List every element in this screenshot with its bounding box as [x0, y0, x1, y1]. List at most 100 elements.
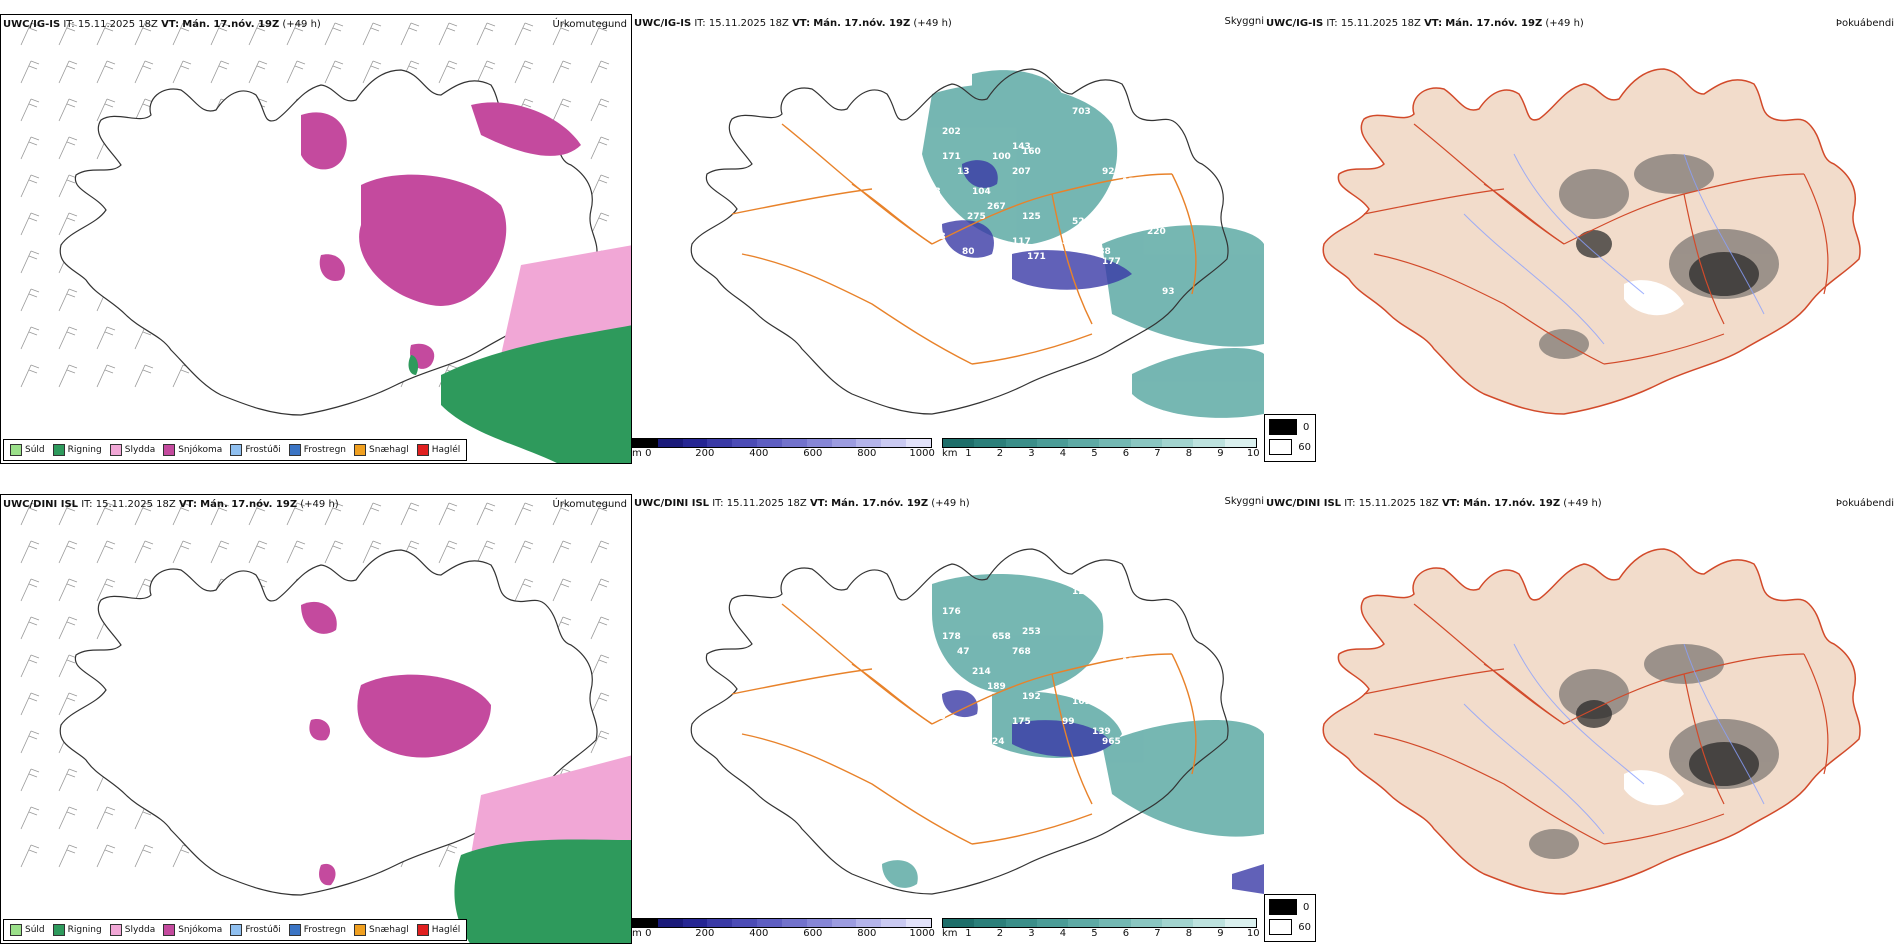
panel-type-label: Skyggni	[1224, 16, 1264, 27]
legend-item: Snæhagl	[354, 444, 409, 456]
colorbar-swatch	[682, 439, 708, 447]
panel-header: UWC/DINI ISL IT: 15.11.2025 18Z VT: Mán.…	[3, 499, 339, 510]
cloud-base-label: 178	[942, 632, 961, 642]
legend-item: Frostúði	[230, 924, 281, 936]
colorbar-tick-label: 400	[749, 928, 769, 939]
cloud-base-label: 192	[1022, 692, 1041, 702]
cloud-base-label: 139	[1092, 727, 1111, 737]
colorbar-swatch	[757, 919, 782, 927]
cloud-base-label: 658	[992, 632, 1011, 642]
cloud-base-colorbar: m 0 200 400 600 800 1000	[632, 438, 935, 464]
colorbar-tick-label: 600	[803, 928, 823, 939]
cloud-base-label: 267	[987, 202, 1006, 212]
cloud-panel-row1: UWC/IG-IS IT: 15.11.2025 18Z VT: Mán. 17…	[632, 14, 1264, 464]
colorbar-swatch	[633, 439, 658, 447]
fog-map	[1322, 68, 1861, 415]
colorbar-tick-label: 8	[1185, 448, 1193, 459]
colorbar-swatch	[1099, 919, 1131, 927]
cloud-base-label: 207	[1012, 167, 1031, 177]
fog-legend: 0 60	[1264, 894, 1316, 942]
colorbar-tick-label: 5	[1091, 928, 1098, 939]
cloud-base-label: 93	[1162, 287, 1175, 297]
legend-swatch	[354, 924, 367, 936]
legend-label: Frostúði	[245, 445, 281, 455]
legend-item: Slydda	[109, 444, 155, 456]
legend-item: Slydda	[109, 924, 155, 936]
colorbar-swatch	[943, 919, 975, 927]
colorbar-tick-label: 1000	[909, 448, 935, 459]
sleet-areas	[471, 755, 631, 855]
panel-type-label: Úrkomutegund	[552, 19, 627, 30]
fog-legend-label: 0	[1303, 901, 1310, 913]
legend-label: Haglél	[431, 925, 461, 935]
legend-label: Snjókoma	[178, 445, 223, 455]
visibility-colorbar: km 1 2 3 4 5 6 7 8 9 10	[942, 918, 1260, 944]
colorbar-swatch	[856, 919, 882, 927]
legend-item: Frostregn	[288, 924, 346, 936]
cloud-base-ticks: 0 200 400 600 800 1000	[632, 928, 935, 942]
legend-label: Frostregn	[303, 445, 347, 455]
fog-legend-label: 60	[1298, 441, 1311, 453]
colorbar-swatch	[1005, 439, 1037, 447]
legend-item: Snæhagl	[354, 924, 409, 936]
cloud-base-label: 171	[942, 152, 961, 162]
colorbar-tick-label: 1	[965, 928, 972, 939]
colorbar-swatch	[1036, 439, 1069, 447]
legend-item: Snjókoma	[163, 924, 222, 936]
colorbar-tick-label: 200	[695, 928, 715, 939]
colorbar-swatch	[1162, 439, 1194, 447]
legend-item: Súld	[10, 444, 45, 456]
legend-swatch	[230, 924, 243, 936]
visibility-colorbar: km 1 2 3 4 5 6 7 8 9 10	[942, 438, 1260, 464]
cloud-base-label: 13	[957, 167, 970, 177]
cloud-base-label: 93	[1102, 647, 1115, 657]
cloud-base-label: 189	[987, 682, 1006, 692]
fog-legend-item: 60	[1269, 439, 1311, 455]
cloud-base-label: 134	[962, 727, 981, 737]
legend-swatch	[288, 924, 301, 936]
colorbar-swatch	[1005, 919, 1037, 927]
colorbar-swatch	[906, 439, 931, 447]
legend-item: Súld	[10, 924, 45, 936]
fog-legend-item: 60	[1269, 919, 1311, 935]
sleet-areas	[501, 245, 631, 355]
cloud-base-colorbar: m 0 200 400 600 800 1000	[632, 918, 935, 944]
colorbar-swatch	[856, 439, 882, 447]
colorbar-swatch	[707, 439, 733, 447]
precip-map	[20, 502, 631, 943]
colorbar-tick-label: 0	[645, 928, 652, 939]
colorbar-swatch	[806, 919, 832, 927]
colorbar-tick-label: 200	[695, 448, 715, 459]
cloud-base-label: 100	[992, 152, 1011, 162]
colorbar-tick-label: 600	[803, 448, 823, 459]
colorbar-swatch	[881, 919, 907, 927]
rain-areas	[454, 839, 631, 943]
colorbar-swatch	[831, 919, 857, 927]
fog-panel-row2: UWC/DINI ISL IT: 15.11.2025 18Z VT: Mán.…	[1264, 494, 1900, 944]
colorbar-swatch	[732, 919, 758, 927]
cloud-base-bar	[632, 918, 932, 928]
colorbar-tick-label: 4	[1059, 928, 1067, 939]
cloud-base-label: 927	[1127, 197, 1146, 207]
cloud-base-label: 47	[957, 647, 970, 657]
cloud-base-label: 220	[1147, 227, 1166, 237]
legend-item: Frostúði	[230, 444, 281, 456]
cloud-base-label: 80	[962, 247, 975, 257]
legend-swatch	[288, 444, 301, 456]
cloud-base-label: 125	[1022, 212, 1041, 222]
panel-header: UWC/IG-IS IT: 15.11.2025 18Z VT: Mán. 17…	[634, 18, 952, 29]
fog-legend-swatch	[1269, 419, 1297, 435]
legend-swatch	[109, 924, 122, 936]
cloud-base-label: 92	[1102, 167, 1115, 177]
colorbar-swatch	[1193, 919, 1225, 927]
colorbar-swatch	[732, 439, 758, 447]
cloud-base-label: 703	[1072, 107, 1091, 117]
cloud-base-label: 87	[992, 257, 1005, 267]
fog-legend-swatch	[1269, 919, 1293, 935]
colorbar-swatch	[1068, 439, 1100, 447]
legend-item: Rigning	[52, 444, 102, 456]
legend-swatch	[10, 924, 22, 936]
legend-swatch	[163, 924, 176, 936]
colorbar-swatch	[757, 439, 782, 447]
